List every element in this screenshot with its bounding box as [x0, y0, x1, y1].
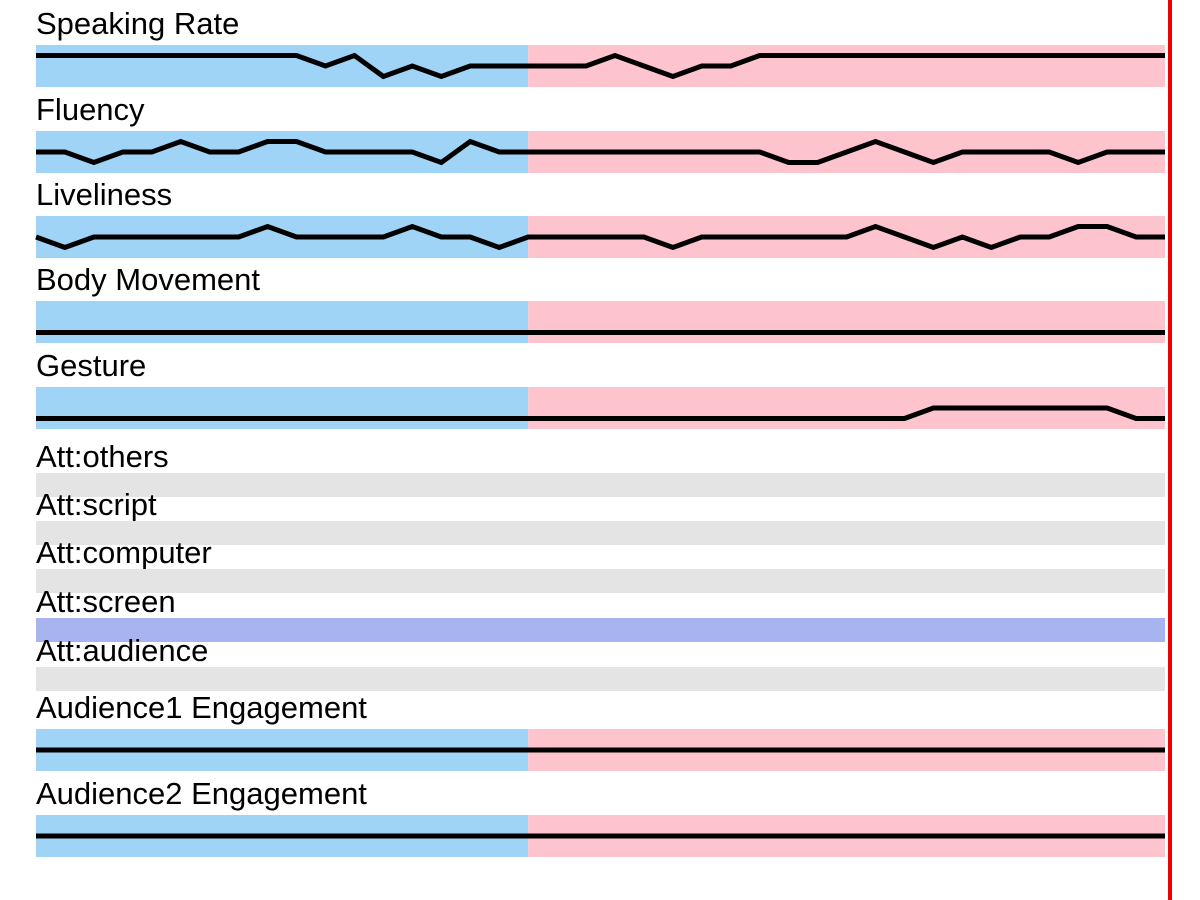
- att-computer-label: Att:computer: [36, 535, 212, 570]
- liveliness-label: Liveliness: [36, 177, 172, 212]
- speaking-rate-signal-line: [36, 52, 1165, 80]
- gesture-label: Gesture: [36, 348, 146, 383]
- body-movement-segment-2-band: [528, 301, 1165, 343]
- att-audience-bar: [36, 667, 1165, 691]
- att-script-label: Att:script: [36, 487, 157, 522]
- fluency-label: Fluency: [36, 92, 145, 127]
- audience1-engagement-label: Audience1 Engagement: [36, 690, 367, 725]
- liveliness-signal-line: [35, 223, 1165, 251]
- speaking-rate-label: Speaking Rate: [36, 6, 239, 41]
- att-computer-bar: [36, 569, 1165, 593]
- gesture-segment-1-band: [36, 387, 529, 429]
- att-others-bar: [36, 473, 1165, 497]
- gesture-signal-line: [36, 405, 1165, 421]
- att-screen-bar: [36, 618, 1165, 642]
- fluency-signal-line: [36, 138, 1165, 166]
- audience2-engagement-label: Audience2 Engagement: [36, 776, 367, 811]
- att-script-bar: [36, 521, 1165, 545]
- att-screen-label: Att:screen: [36, 584, 176, 619]
- body-movement-segment-1-band: [36, 301, 529, 343]
- att-others-label: Att:others: [36, 439, 169, 474]
- speaking-rate-segment-1-band: [36, 45, 529, 87]
- speaking-rate-segment-2-band: [528, 45, 1165, 87]
- body-movement-label: Body Movement: [36, 262, 260, 297]
- att-audience-label: Att:audience: [36, 633, 208, 668]
